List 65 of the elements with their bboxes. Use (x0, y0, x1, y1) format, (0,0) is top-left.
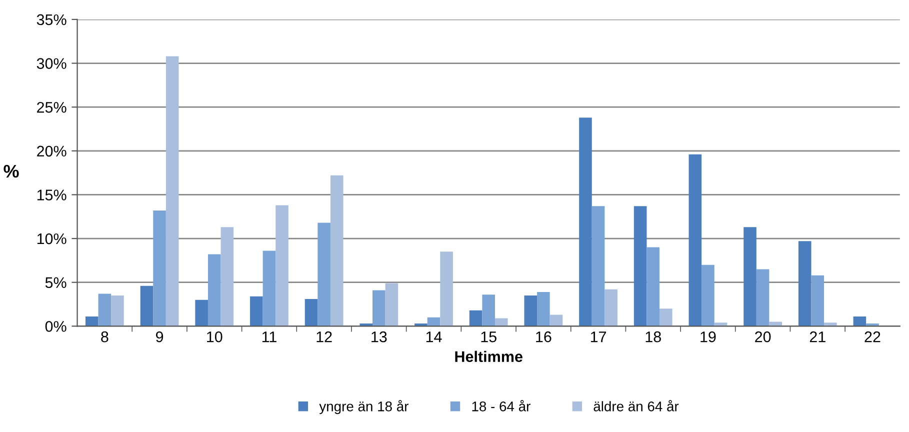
bar (262, 250, 276, 326)
x-tick-label: 8 (101, 331, 108, 342)
bar (592, 206, 605, 326)
y-tick-label: 15% (37, 190, 66, 200)
y-tick-label: 10% (37, 233, 66, 244)
bar (250, 296, 263, 326)
bar (853, 316, 866, 326)
bar (208, 254, 221, 326)
bar (744, 227, 756, 326)
x-tick-label: 16 (536, 331, 552, 342)
bar (111, 295, 124, 326)
x-tick-label: 17 (590, 332, 606, 342)
legend-label: 18 - 64 år (472, 400, 530, 412)
bar (702, 264, 714, 326)
x-tick-label: 20 (755, 331, 771, 342)
bar (195, 300, 208, 326)
bar (660, 308, 672, 326)
bar (494, 318, 508, 326)
bar (646, 247, 660, 326)
x-tick-label: 22 (864, 331, 880, 342)
y-axis-title: % (4, 164, 19, 178)
bar (220, 227, 234, 326)
legend-label: äldre än 64 år (594, 400, 679, 412)
bar (153, 210, 166, 326)
x-tick-label: 14 (426, 332, 442, 342)
bar (385, 283, 398, 326)
bar (440, 252, 453, 326)
y-tick-label: 25% (37, 102, 66, 113)
bar (372, 290, 386, 326)
bar (330, 175, 344, 326)
y-tick-label: 30% (36, 58, 66, 69)
x-tick-label: 9 (156, 331, 164, 342)
x-tick-label: 19 (700, 331, 716, 342)
y-tick-label: 35% (36, 14, 66, 26)
bar (537, 292, 550, 326)
x-tick-label: 21 (810, 331, 826, 342)
y-tick-label: 20% (37, 146, 66, 157)
bar (798, 241, 812, 326)
bar (579, 118, 592, 326)
x-tick-label: 15 (481, 332, 496, 342)
y-tick-label: 0% (45, 321, 66, 332)
x-tick-label: 12 (316, 331, 332, 342)
bar (318, 222, 330, 326)
bar (85, 316, 98, 326)
bar (688, 154, 702, 326)
bar (756, 269, 770, 326)
bar (524, 295, 538, 326)
bar (98, 294, 112, 326)
x-tick-label: 18 (646, 331, 661, 342)
bar (482, 294, 495, 326)
bar (304, 298, 318, 326)
bar (604, 289, 618, 326)
legend-label: yngre än 18 år (319, 400, 408, 414)
bar (811, 275, 824, 326)
x-tick-label: 13 (372, 331, 387, 342)
bar (634, 206, 647, 326)
bar (550, 314, 563, 326)
bar (140, 286, 154, 326)
x-tick-label: 10 (207, 331, 222, 342)
x-tick-label: 11 (262, 332, 276, 342)
bar (276, 205, 288, 326)
bar (469, 310, 482, 326)
x-axis-title: Heltimme (455, 350, 522, 362)
bar (166, 56, 179, 326)
y-tick-label: 5% (45, 277, 66, 288)
